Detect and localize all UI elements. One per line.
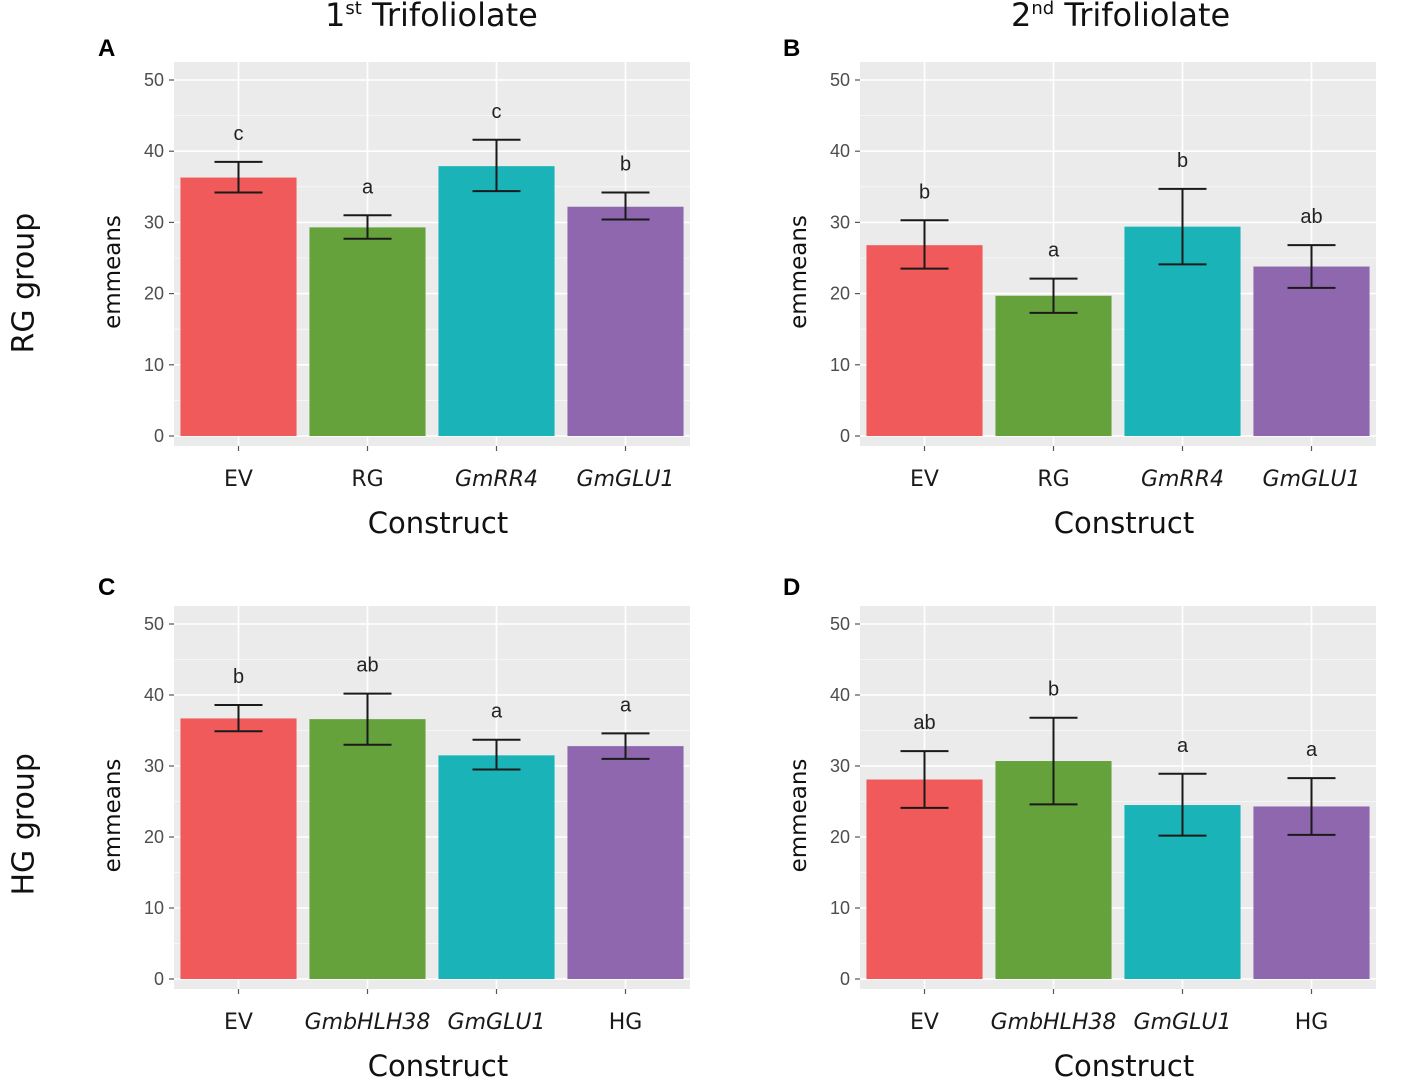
panel-b-sig-label: b: [1177, 150, 1188, 172]
panel-d-xtick-label: GmbHLH38: [991, 1010, 1117, 1035]
panel-c-bar-hg: [567, 746, 684, 979]
panel-c-ytick-label: 10: [144, 898, 164, 918]
panel-c-ytick-label: 40: [144, 685, 164, 705]
panel-a-bar-ev: [180, 177, 297, 436]
panel-c-ytick-label: 50: [144, 614, 164, 634]
panel-letter-c: C: [98, 574, 115, 601]
panel-a-bar-gmglu1: [567, 206, 684, 436]
panel-b-ytick-label: 0: [840, 426, 850, 446]
panel-c-xtick-label: EV: [224, 1010, 253, 1035]
panel-c-bar-gmbhlh38: [309, 719, 426, 979]
panel-d-y-axis-title: emmeans: [786, 759, 812, 873]
panel-c-y-axis-title: emmeans: [100, 759, 126, 873]
panel-b-sig-label: a: [1048, 240, 1060, 262]
panel-b-sig-label: b: [919, 181, 930, 203]
panel-b-x-axis-title: Construct: [1054, 506, 1194, 540]
panel-c-ytick-label: 0: [154, 969, 164, 989]
panel-b-sig-label: ab: [1300, 206, 1322, 228]
panel-a-bar-rg: [309, 227, 426, 436]
panel-letter-d: D: [783, 574, 800, 601]
panel-c-ytick-label: 20: [144, 827, 164, 847]
panel-letter-b: B: [783, 35, 800, 62]
panel-c-bar-ev: [180, 718, 297, 979]
panel-d-xtick-label: HG: [1295, 1010, 1329, 1035]
column-title-1st-trifoliolate: 1st Trifoliolate: [325, 0, 538, 34]
panel-a-ytick-label: 50: [144, 70, 164, 90]
panel-a-bar-gmrr4: [438, 166, 555, 437]
panel-b-y-axis-title: emmeans: [786, 215, 812, 329]
panel-c-sig-label: b: [233, 666, 244, 688]
panel-c-bar-gmglu1: [438, 755, 555, 979]
panel-c-xtick-label: GmbHLH38: [305, 1010, 431, 1035]
panel-b-bar-rg: [995, 295, 1112, 436]
panel-letter-a: A: [98, 35, 115, 62]
panel-a-ytick-label: 40: [144, 141, 164, 161]
panel-b-bar-gmglu1: [1253, 266, 1370, 436]
panel-d-xtick-label: GmGLU1: [1134, 1010, 1232, 1035]
panel-d-x-axis-title: Construct: [1054, 1049, 1194, 1082]
panel-c-sig-label: ab: [356, 655, 378, 677]
panel-d-sig-label: b: [1048, 679, 1059, 701]
panel-b-xtick-label: GmRR4: [1141, 467, 1224, 492]
panel-a-ytick-label: 0: [154, 426, 164, 446]
panel-a-xtick-label: EV: [224, 467, 253, 492]
column-title-2nd-trifoliolate: 2nd Trifoliolate: [1011, 0, 1231, 34]
panel-a-ytick-label: 20: [144, 284, 164, 304]
panel-d-sig-label: a: [1177, 735, 1189, 757]
panel-c-sig-label: a: [491, 701, 503, 723]
panel-d-ytick-label: 30: [830, 756, 850, 776]
panel-b-ytick-label: 30: [830, 212, 850, 232]
panel-b-bar-ev: [866, 245, 983, 436]
panel-a-sig-label: c: [234, 123, 244, 145]
panel-b-xtick-label: EV: [910, 467, 939, 492]
panel-a-ytick-label: 30: [144, 212, 164, 232]
panel-d-bar-ev: [866, 779, 983, 979]
panel-a-xtick-label: RG: [351, 467, 383, 492]
panel-d-sig-label: ab: [913, 712, 935, 734]
panel-a-y-axis-title: emmeans: [100, 215, 126, 329]
panel-b-ytick-label: 50: [830, 70, 850, 90]
panel-c-x-axis-title: Construct: [368, 1049, 508, 1082]
panel-d-ytick-label: 10: [830, 898, 850, 918]
panel-a-sig-label: a: [362, 176, 374, 198]
panel-c-ytick-label: 30: [144, 756, 164, 776]
panel-d-xtick-label: EV: [910, 1010, 939, 1035]
panel-b-ytick-label: 40: [830, 141, 850, 161]
panel-b-ytick-label: 10: [830, 355, 850, 375]
panel-d-ytick-label: 0: [840, 969, 850, 989]
panel-a-x-axis-title: Construct: [368, 506, 508, 540]
panel-c-xtick-label: HG: [609, 1010, 643, 1035]
panel-c-xtick-label: GmGLU1: [448, 1010, 546, 1035]
panel-a-sig-label: b: [620, 153, 631, 175]
panel-b-xtick-label: RG: [1037, 467, 1069, 492]
panel-d-ytick-label: 40: [830, 685, 850, 705]
panel-a-xtick-label: GmRR4: [455, 467, 538, 492]
panel-d-ytick-label: 20: [830, 827, 850, 847]
panel-b-ytick-label: 20: [830, 284, 850, 304]
panel-b-xtick-label: GmGLU1: [1263, 467, 1361, 492]
panel-a-sig-label: c: [492, 101, 502, 123]
panel-a-xtick-label: GmGLU1: [577, 467, 675, 492]
panel-d-ytick-label: 50: [830, 614, 850, 634]
panel-c-sig-label: a: [620, 694, 632, 716]
panel-d-sig-label: a: [1306, 739, 1318, 761]
panel-a-ytick-label: 10: [144, 355, 164, 375]
